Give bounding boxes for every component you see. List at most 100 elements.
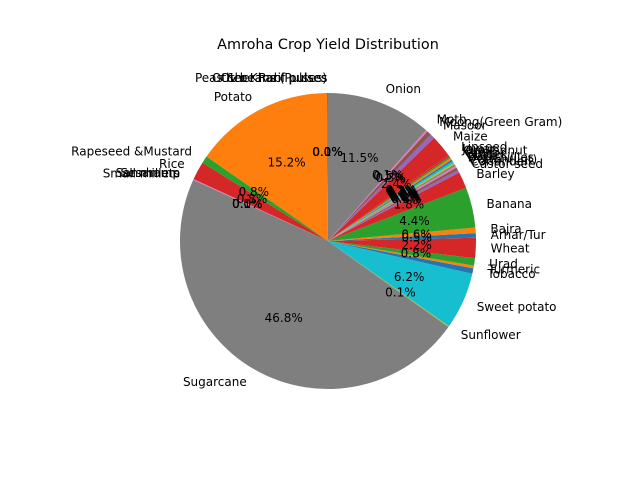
slice-label-tobacco: Tobacco <box>486 267 535 281</box>
slice-pct-sunflower: 0.1% <box>385 285 416 299</box>
slice-pct-jowar: 0.2% <box>386 184 417 198</box>
slice-label-sugarcane: Sugarcane <box>183 375 247 389</box>
pie-slice-arhar-tur <box>328 233 476 241</box>
slice-label-rice: Rice <box>159 157 185 171</box>
pie-slice-maize <box>328 137 449 241</box>
slice-pct-coriander: 0.3% <box>390 191 421 205</box>
pie-slice-ginger <box>328 161 454 241</box>
slice-label-garlic: Garlic <box>467 149 502 163</box>
slice-pct-moong-green-gram: 0.5% <box>373 169 404 183</box>
pie-slice-tobacco <box>328 241 474 274</box>
pie-slice-rice <box>193 162 328 241</box>
pie-slice-bajra <box>328 227 476 241</box>
slice-label-jowar: Jowar <box>461 142 495 156</box>
slice-pct-onion: 11.5% <box>340 151 378 165</box>
slice-pct-sannhamp: 0.0% <box>232 197 263 211</box>
slice-label-potato: Potato <box>214 90 252 104</box>
pie-slice-gram <box>328 159 453 241</box>
slice-label-maize: Maize <box>453 130 488 144</box>
pie-slice-moong-green-gram <box>328 131 431 241</box>
pie-slice-sugarcane <box>179 179 449 390</box>
slice-label-moong-green-gram: Moong(Green Gram) <box>439 115 562 129</box>
chart-title: Amroha Crop Yield Distribution <box>217 37 439 53</box>
pie-slices <box>179 92 476 390</box>
slice-pct-sugarcane: 46.8% <box>265 311 303 325</box>
pie-slice-turmeric <box>328 241 474 269</box>
pie-slice-masoor <box>328 134 435 241</box>
slice-pct-garlic: 0.2% <box>388 188 419 202</box>
pie-slice-potato <box>206 93 328 241</box>
slice-pct-cotton-lint: 0.2% <box>390 189 421 203</box>
slice-label-sannhamp: Sannhamp <box>116 166 180 180</box>
pie-slice-dry-chillies <box>328 164 456 241</box>
slice-label-groundnut: Groundnut <box>463 144 527 158</box>
slice-label-wheat: Wheat <box>491 242 530 256</box>
pie-slice-wheat <box>328 237 476 259</box>
pie-slice-cotton-lint <box>328 165 457 241</box>
slice-pct-barley: 1.8% <box>394 197 425 211</box>
slice-pct-castor-seed: 0.3% <box>391 192 422 206</box>
slice-pct-groundnut: 0.2% <box>387 185 418 199</box>
slice-pct-wheat: 2.2% <box>401 238 432 252</box>
slice-pct-maize: 2.4% <box>381 177 412 191</box>
slice-label-castor-seed: Castor seed <box>472 157 543 171</box>
slice-label-small-millets: Small millets <box>103 166 180 180</box>
slice-pct-small-millets: 0.1% <box>232 197 263 211</box>
pie-slice-garlic <box>328 162 455 241</box>
pie-slice-onion <box>328 93 427 241</box>
slice-label-turmeric: Turmeric <box>487 263 540 277</box>
slice-label-masoor: Masoor <box>443 119 487 133</box>
slice-pct-rice: -0.8% <box>232 192 267 206</box>
slice-pct-urad: 0.8% <box>401 247 432 261</box>
slice-pct-rapeseed-mustard: 0.8% <box>239 185 270 199</box>
slice-label-bajra: Bajra <box>490 222 521 236</box>
slice-label-arhar-tur: Arhar/Tur <box>491 228 546 242</box>
slice-pct-sesamum: 0.0% <box>232 197 263 211</box>
slice-label-other-rabi-pulses: Other Rabi pulses <box>220 71 327 85</box>
slice-pct-gram: 0.2% <box>387 186 418 200</box>
pie-slice-sunflower <box>328 241 449 328</box>
pie-slice-other-kharif-pulses <box>327 92 328 242</box>
slice-pct-peas-beans-pulses: 0.0% <box>312 145 343 159</box>
pie-slice-castor-seed <box>328 169 460 241</box>
slice-label-peas-beans-pulses: Peas & beans (Pulses) <box>195 71 327 85</box>
pie-slice-jowar <box>328 156 451 241</box>
slice-label-sesamum: Sesamum <box>121 166 181 180</box>
pie-slice-groundnut <box>328 158 452 241</box>
slice-pct-ginger: 0.2% <box>388 187 419 201</box>
slice-pct-dry-chillies: 0.2% <box>389 188 420 202</box>
pie-slice-banana <box>328 187 476 241</box>
slice-pct-moth: 0.1% <box>372 168 403 182</box>
slice-label-other-kharif-pulses: Other Kharif pulses <box>212 71 327 85</box>
pie-slice-rapeseed-mustard <box>202 156 328 241</box>
pie-slice-small-millets <box>193 179 328 241</box>
slice-pct-linseed: 0.2% <box>385 183 416 197</box>
pie-slice-barley <box>328 172 467 241</box>
slice-pct-bajra: 0.6% <box>401 228 432 242</box>
slice-label-barley: Barley <box>476 167 514 181</box>
pie-slice-coriander <box>328 167 458 241</box>
pie-slice-urad <box>328 241 475 266</box>
slice-label-onion: Onion <box>386 82 421 96</box>
pie-slice-sweet-potato <box>328 241 473 327</box>
slice-label-ginger: Ginger <box>466 147 506 161</box>
slice-pct-arhar-tur: 0.5% <box>401 231 432 245</box>
slice-pct-sweet-potato: 6.2% <box>394 270 425 284</box>
slice-label-cotton-lint: Cotton(lint) <box>469 152 537 166</box>
slice-label-gram: Gram <box>465 145 498 159</box>
pie-labels: Other Kharif pulses 0.1% Peas & beans (Pul… <box>71 71 562 389</box>
slice-label-urad: Urad <box>489 257 518 271</box>
slice-pct-banana: 4.4% <box>399 214 430 228</box>
pie-slice-moth <box>328 130 428 241</box>
slice-label-sweet-potato: Sweet potato <box>477 300 557 314</box>
slice-label-sunflower: Sunflower <box>461 328 521 342</box>
slice-label-moth: Moth <box>437 113 467 127</box>
slice-pct-potato: 15.2% <box>268 155 306 169</box>
slice-label-dry-chillies: Dry chillies <box>468 151 534 165</box>
slice-label-banana: Banana <box>487 197 533 211</box>
slice-label-coriander: Coriander <box>470 155 529 169</box>
slice-label-linseed: Linseed <box>461 140 507 154</box>
slice-label-rapeseed-mustard: Rapeseed &Mustard <box>71 144 192 158</box>
